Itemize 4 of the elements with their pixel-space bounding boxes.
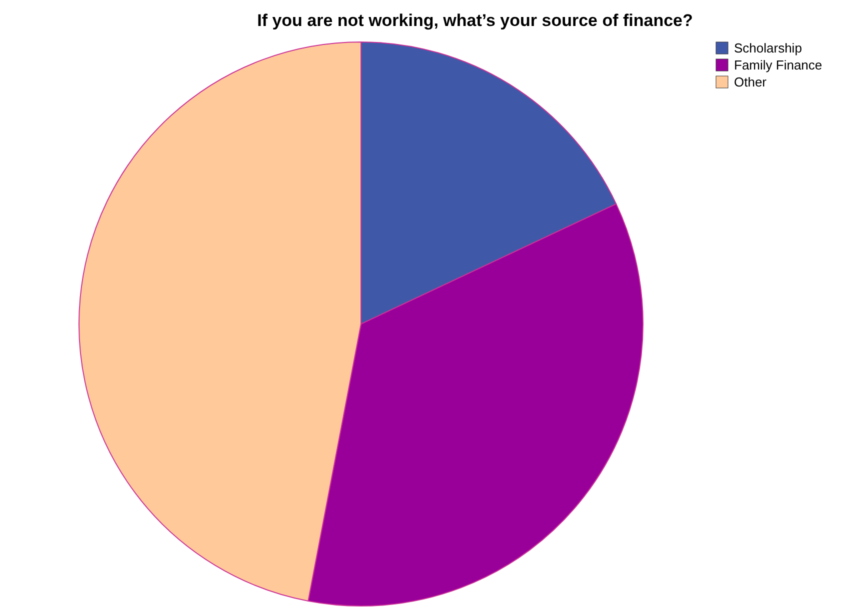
legend-label: Scholarship	[734, 40, 802, 56]
legend-label: Other	[734, 74, 768, 90]
chart-title: If you are not working, what’s your source of finance?	[257, 11, 693, 30]
legend-label: Family Finance	[734, 58, 822, 72]
